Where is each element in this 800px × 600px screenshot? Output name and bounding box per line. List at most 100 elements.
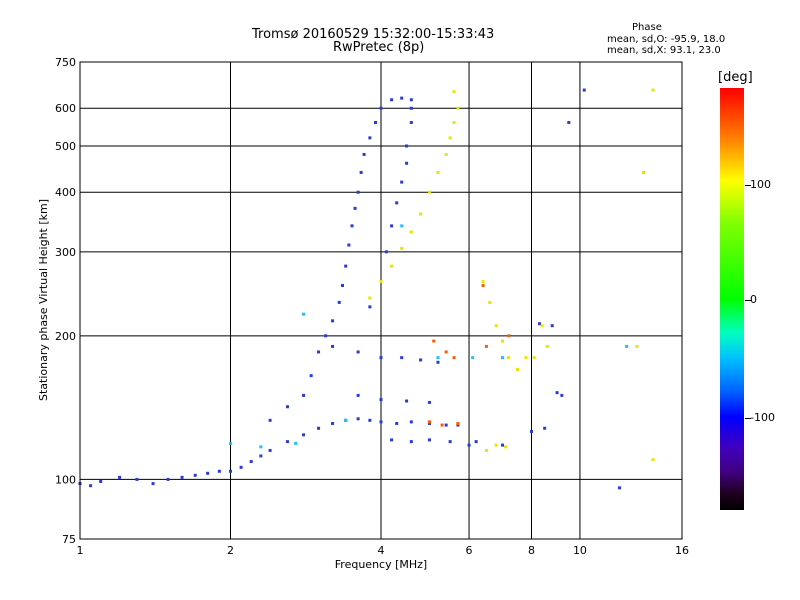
- data-point: [344, 418, 348, 422]
- data-point: [400, 180, 404, 184]
- x-tick-label: 2: [227, 544, 234, 557]
- data-point: [324, 334, 328, 338]
- chart-title: Tromsø 20160529 15:32:00-15:33:43: [252, 27, 495, 42]
- data-point: [259, 454, 263, 458]
- data-point: [504, 445, 508, 449]
- data-point: [427, 400, 431, 404]
- y-tick-label: 750: [55, 56, 76, 69]
- data-point: [409, 98, 413, 102]
- data-point: [409, 106, 413, 110]
- data-point: [356, 417, 360, 421]
- data-point: [440, 423, 444, 427]
- data-point: [268, 448, 272, 452]
- data-point: [481, 279, 485, 283]
- x-tick-label: 8: [528, 544, 535, 557]
- colorbar-tick-label: -100: [750, 411, 775, 424]
- plot-frame: [79, 61, 683, 540]
- data-point: [331, 421, 335, 425]
- x-tick-label: 16: [675, 544, 689, 557]
- data-point: [625, 344, 629, 348]
- data-point: [452, 356, 456, 360]
- data-point: [405, 144, 409, 148]
- data-point: [484, 448, 488, 452]
- data-point: [427, 190, 431, 194]
- data-point: [340, 283, 344, 287]
- data-point: [89, 484, 93, 488]
- data-point: [507, 334, 511, 338]
- data-point: [259, 445, 263, 449]
- data-point: [400, 356, 404, 360]
- data-point: [347, 243, 351, 247]
- data-point: [285, 440, 289, 444]
- data-point: [456, 423, 460, 427]
- data-point: [560, 393, 564, 397]
- colorbar-tick: [745, 185, 751, 186]
- data-point: [337, 300, 341, 304]
- data-point: [379, 398, 383, 402]
- data-point: [419, 212, 423, 216]
- data-point: [229, 469, 232, 473]
- data-point: [436, 360, 440, 364]
- y-tick-label: 400: [55, 186, 76, 199]
- data-point: [427, 438, 431, 442]
- data-point: [409, 420, 413, 424]
- data-point: [618, 486, 622, 490]
- data-point: [532, 356, 536, 360]
- phase-title: Phase: [632, 22, 662, 33]
- data-point: [515, 367, 519, 371]
- data-point: [409, 121, 413, 125]
- data-point: [395, 201, 399, 205]
- data-point: [651, 458, 655, 462]
- colorbar-tick-label: 100: [750, 178, 771, 191]
- data-point: [537, 322, 541, 326]
- y-axis-label: Stationary phase Virtual Height [km]: [37, 199, 50, 401]
- data-point: [356, 393, 360, 397]
- data-point: [180, 475, 184, 479]
- y-tick-label: 500: [55, 140, 76, 153]
- colorbar-tick-label: 0: [750, 293, 757, 306]
- data-point: [368, 136, 372, 140]
- data-point: [390, 438, 394, 442]
- data-point: [444, 152, 448, 156]
- x-tick-label: 1: [77, 544, 84, 557]
- data-point: [494, 443, 498, 447]
- x-tick-label: 10: [573, 544, 587, 557]
- data-point: [427, 421, 431, 425]
- data-point: [543, 426, 547, 430]
- data-point: [456, 106, 460, 110]
- data-point: [384, 250, 388, 254]
- data-point: [400, 246, 404, 250]
- data-point: [432, 339, 436, 343]
- colorbar: [720, 88, 744, 510]
- y-tick-label: 75: [62, 533, 76, 546]
- data-point: [444, 350, 448, 354]
- data-point: [285, 405, 289, 409]
- data-point: [368, 418, 372, 422]
- data-point: [302, 433, 306, 437]
- data-point: [229, 441, 232, 445]
- data-point: [400, 96, 404, 100]
- data-point: [350, 224, 354, 228]
- data-point: [481, 283, 485, 287]
- data-point: [379, 356, 383, 360]
- data-point: [390, 98, 394, 102]
- data-point: [448, 440, 452, 444]
- data-point: [331, 344, 335, 348]
- data-point: [368, 305, 372, 309]
- data-point: [550, 324, 554, 328]
- x-axis-label: Frequency [MHz]: [335, 558, 427, 571]
- data-point: [344, 264, 348, 268]
- data-point: [356, 350, 360, 354]
- data-point: [151, 482, 155, 486]
- phase-o-stats: mean, sd,O: -95.9, 18.0: [607, 34, 726, 45]
- data-point: [217, 469, 221, 473]
- data-point: [405, 399, 409, 403]
- data-point: [302, 393, 306, 397]
- data-point: [409, 230, 413, 234]
- data-point: [359, 170, 363, 174]
- data-points: [78, 88, 655, 490]
- data-point: [166, 477, 170, 481]
- data-point: [419, 358, 423, 362]
- data-point: [555, 391, 559, 395]
